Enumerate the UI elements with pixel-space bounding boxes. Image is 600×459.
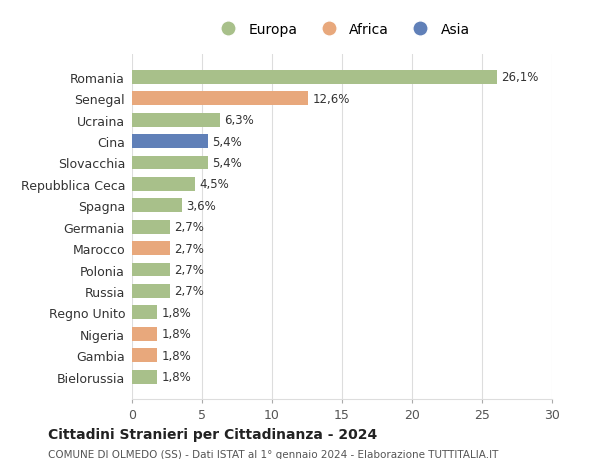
Text: 1,8%: 1,8% (161, 306, 191, 319)
Text: 2,7%: 2,7% (174, 221, 204, 234)
Bar (132, 327, 157, 341)
Bar (132, 284, 170, 298)
Text: Cittadini Stranieri per Cittadinanza - 2024: Cittadini Stranieri per Cittadinanza - 2… (48, 427, 377, 441)
Bar (132, 71, 497, 84)
Text: 2,7%: 2,7% (174, 285, 204, 298)
Text: 5,4%: 5,4% (212, 157, 242, 170)
Bar (132, 113, 220, 127)
Legend: Europa, Africa, Asia: Europa, Africa, Asia (209, 17, 475, 42)
Text: COMUNE DI OLMEDO (SS) - Dati ISTAT al 1° gennaio 2024 - Elaborazione TUTTITALIA.: COMUNE DI OLMEDO (SS) - Dati ISTAT al 1°… (48, 449, 499, 459)
Bar (132, 370, 157, 384)
Bar (132, 199, 182, 213)
Text: 3,6%: 3,6% (187, 199, 217, 213)
Bar (132, 156, 208, 170)
Bar (132, 220, 170, 234)
Bar (132, 306, 157, 319)
Text: 6,3%: 6,3% (224, 114, 254, 127)
Bar (132, 92, 308, 106)
Text: 26,1%: 26,1% (502, 71, 539, 84)
Text: 1,8%: 1,8% (161, 328, 191, 341)
Bar (132, 348, 157, 362)
Bar (132, 178, 195, 191)
Text: 5,4%: 5,4% (212, 135, 242, 148)
Text: 2,7%: 2,7% (174, 263, 204, 276)
Text: 1,8%: 1,8% (161, 370, 191, 383)
Text: 1,8%: 1,8% (161, 349, 191, 362)
Bar (132, 135, 208, 149)
Text: 12,6%: 12,6% (313, 93, 350, 106)
Bar (132, 263, 170, 277)
Bar (132, 241, 170, 256)
Text: 2,7%: 2,7% (174, 242, 204, 255)
Text: 4,5%: 4,5% (199, 178, 229, 191)
